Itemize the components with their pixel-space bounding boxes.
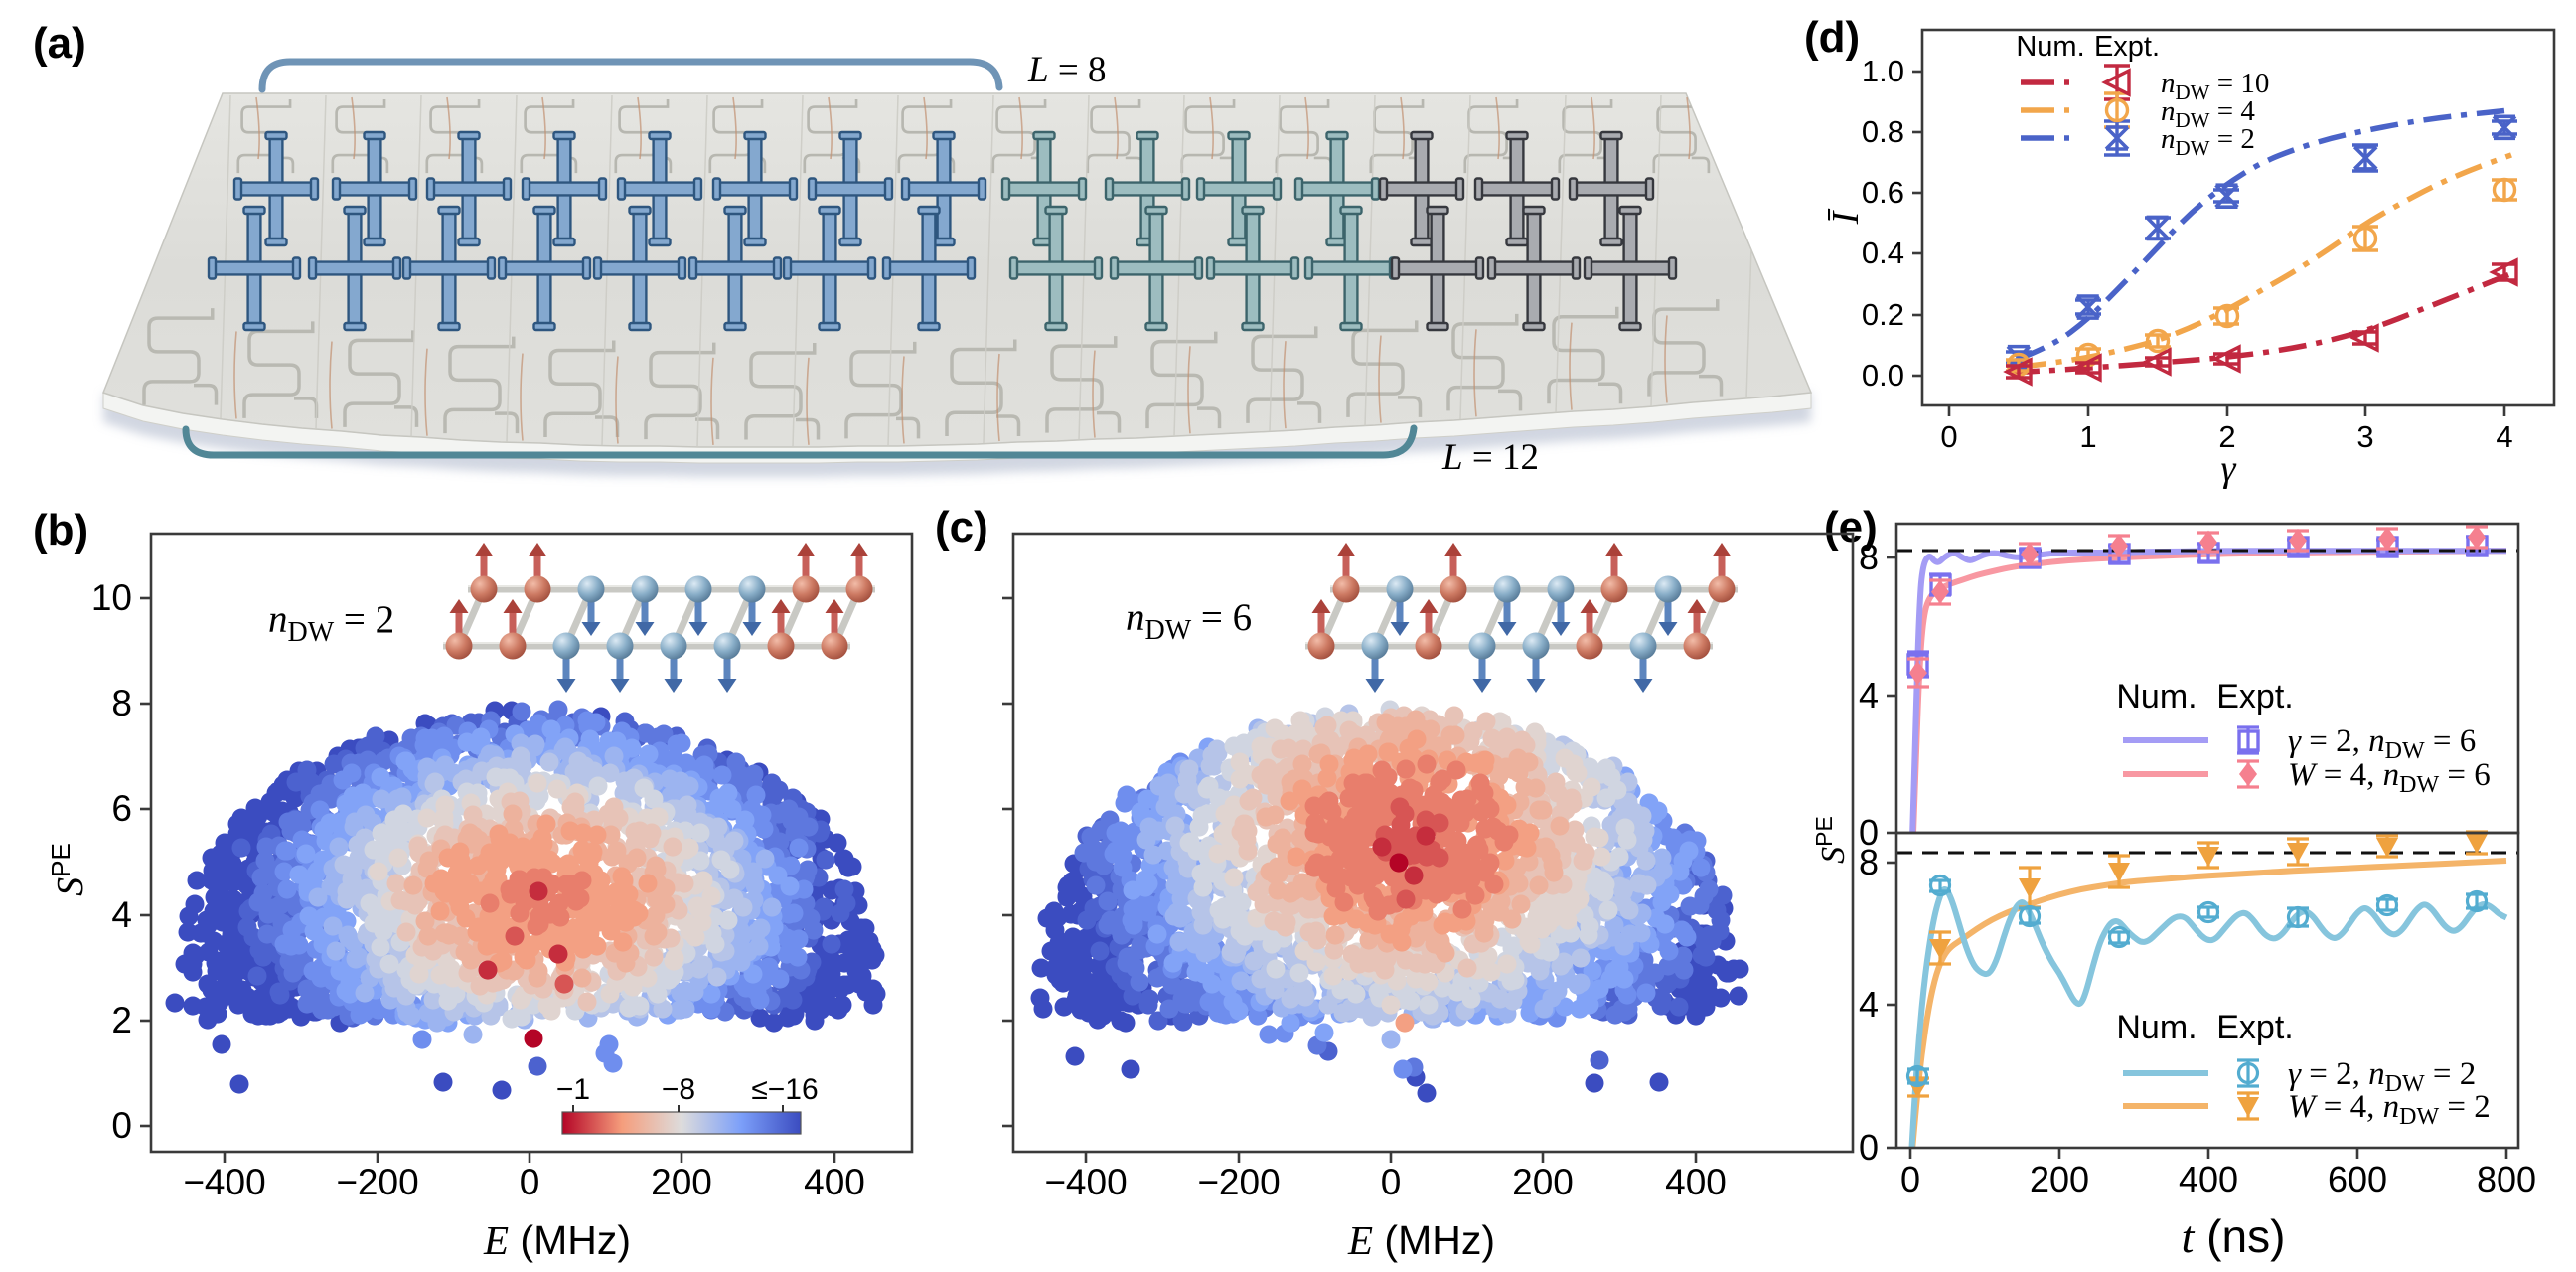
svg-text:0.8: 0.8 xyxy=(1862,114,1904,149)
svg-text:E (MHz): E (MHz) xyxy=(483,1217,631,1263)
svg-text:L = 12: L = 12 xyxy=(1441,437,1539,478)
svg-text:8: 8 xyxy=(1859,537,1879,577)
svg-text:−400: −400 xyxy=(1044,1162,1127,1202)
svg-text:0.4: 0.4 xyxy=(1862,236,1904,270)
svg-text:2: 2 xyxy=(111,1000,132,1040)
svg-text:0.2: 0.2 xyxy=(1862,297,1904,332)
svg-text:1.0: 1.0 xyxy=(1862,54,1904,88)
svg-text:4: 4 xyxy=(111,894,132,935)
svg-text:W = 4, nDW = 2: W = 4, nDW = 2 xyxy=(2288,1089,2491,1130)
svg-text:8: 8 xyxy=(111,683,132,723)
svg-text:800: 800 xyxy=(2477,1159,2536,1199)
svg-text:−200: −200 xyxy=(336,1162,418,1202)
svg-text:0: 0 xyxy=(111,1105,132,1146)
svg-text:2: 2 xyxy=(2218,419,2235,454)
svg-text:10: 10 xyxy=(91,577,132,618)
svg-text:(e): (e) xyxy=(1824,503,1878,552)
svg-text:γ: γ xyxy=(2221,448,2237,490)
svg-text:γ = 2, nDW = 6: γ = 2, nDW = 6 xyxy=(2288,723,2476,764)
svg-text:0.6: 0.6 xyxy=(1862,175,1904,210)
svg-text:Num.: Num. xyxy=(2016,31,2084,63)
svg-text:−400: −400 xyxy=(183,1162,265,1202)
svg-text:−8: −8 xyxy=(662,1073,695,1106)
svg-text:4: 4 xyxy=(1859,675,1879,716)
svg-text:Expt.: Expt. xyxy=(2216,678,2293,716)
svg-text:Expt.: Expt. xyxy=(2094,31,2160,63)
svg-text:Num.: Num. xyxy=(2116,1009,2197,1046)
svg-text:0: 0 xyxy=(1381,1162,1402,1202)
svg-text:200: 200 xyxy=(651,1162,712,1202)
svg-text:4: 4 xyxy=(1859,984,1879,1025)
svg-text:−1: −1 xyxy=(556,1073,590,1106)
svg-text:nDW = 6: nDW = 6 xyxy=(1126,596,1252,646)
svg-text:1: 1 xyxy=(2079,419,2096,454)
svg-text:(c): (c) xyxy=(935,503,988,552)
svg-text:0: 0 xyxy=(1859,812,1879,853)
svg-text:400: 400 xyxy=(2179,1159,2238,1199)
svg-text:4: 4 xyxy=(2496,419,2512,454)
svg-text:(b): (b) xyxy=(33,506,88,555)
svg-text:W = 4, nDW = 6: W = 4, nDW = 6 xyxy=(2288,757,2491,798)
svg-text:Expt.: Expt. xyxy=(2216,1009,2293,1046)
svg-text:400: 400 xyxy=(804,1162,865,1202)
svg-text:6: 6 xyxy=(111,788,132,829)
svg-text:3: 3 xyxy=(2356,419,2373,454)
svg-text:t (ns): t (ns) xyxy=(2182,1210,2286,1262)
svg-text:0: 0 xyxy=(1940,419,1957,454)
svg-text:−200: −200 xyxy=(1197,1162,1280,1202)
svg-text:8: 8 xyxy=(1859,842,1879,882)
svg-text:0: 0 xyxy=(1900,1159,1920,1199)
svg-text:200: 200 xyxy=(2030,1159,2089,1199)
svg-text:Num.: Num. xyxy=(2116,678,2197,716)
svg-text:200: 200 xyxy=(1512,1162,1574,1202)
svg-text:0: 0 xyxy=(520,1162,540,1202)
svg-text:SPE: SPE xyxy=(46,843,91,896)
svg-text:0: 0 xyxy=(1859,1127,1879,1168)
svg-text:≤−16: ≤−16 xyxy=(751,1073,818,1106)
svg-text:(d): (d) xyxy=(1804,13,1860,62)
svg-text:400: 400 xyxy=(1665,1162,1727,1202)
svg-text:L = 8: L = 8 xyxy=(1027,50,1106,90)
svg-text:600: 600 xyxy=(2328,1159,2387,1199)
svg-text:nDW = 10: nDW = 10 xyxy=(2161,68,2269,104)
svg-text:γ = 2, nDW = 2: γ = 2, nDW = 2 xyxy=(2288,1056,2476,1097)
svg-text:0.0: 0.0 xyxy=(1862,358,1904,393)
svg-text:SPE: SPE xyxy=(1811,816,1852,864)
svg-text:Ī: Ī xyxy=(1825,208,1867,225)
svg-text:E (MHz): E (MHz) xyxy=(1347,1217,1495,1263)
svg-text:(a): (a) xyxy=(33,19,86,68)
